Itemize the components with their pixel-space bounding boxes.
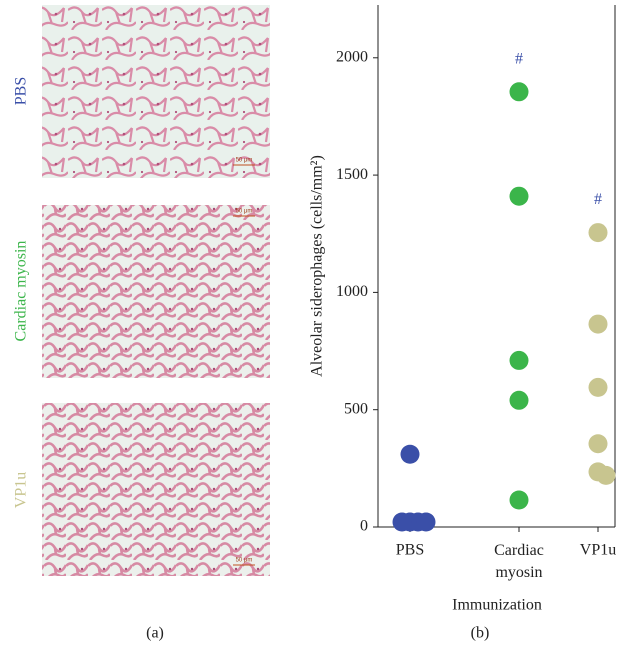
- scale-bar: 50 μm: [233, 209, 255, 217]
- y-tick-label: 2000: [336, 48, 368, 65]
- data-point: [596, 465, 616, 485]
- data-point: [588, 314, 608, 334]
- y-axis-label: Alveolar siderophages (cells/mm²): [309, 155, 326, 377]
- histology-image: [42, 403, 270, 576]
- scale-bar-label: 50 μm: [236, 209, 253, 215]
- data-point: [509, 186, 529, 206]
- x-tick-label: PBS: [396, 542, 424, 559]
- data-point: [400, 444, 420, 464]
- scale-bar: 50 μm: [233, 558, 255, 566]
- panel-label: (a): [146, 625, 164, 642]
- data-point: [588, 223, 608, 243]
- data-point: [509, 490, 529, 510]
- x-tick-label: VP1u: [580, 542, 616, 559]
- panel-a: 50 μm 50 μm 50 μm PBS Cardiac myosin VP1…: [13, 5, 270, 642]
- annotation: #: [594, 191, 602, 208]
- y-tick-label: 1000: [336, 283, 368, 300]
- scale-bar-label: 50 μm: [236, 158, 253, 164]
- data-point: [392, 512, 412, 532]
- histology-image: [42, 205, 270, 378]
- x-tick-label: Cardiac myosin: [494, 542, 544, 581]
- x-axis-label: Immunization: [452, 597, 542, 614]
- data-point: [509, 390, 529, 410]
- panel-label: (b): [471, 625, 490, 642]
- scale-bar-label: 50 μm: [236, 558, 253, 564]
- data-point: [588, 377, 608, 397]
- row-label: VP1u: [13, 472, 30, 508]
- row-label: PBS: [13, 77, 30, 105]
- annotation: #: [515, 50, 523, 67]
- histology-image: [42, 5, 270, 178]
- data-point: [416, 512, 436, 532]
- data-point: [588, 434, 608, 454]
- data-point: [509, 350, 529, 370]
- row-label: Cardiac myosin: [13, 241, 30, 342]
- data-point: [509, 82, 529, 102]
- y-tick-label: 0: [360, 518, 368, 535]
- scale-bar: 50 μm: [233, 158, 255, 166]
- y-tick-label: 1500: [336, 166, 368, 183]
- y-tick-label: 500: [344, 400, 368, 417]
